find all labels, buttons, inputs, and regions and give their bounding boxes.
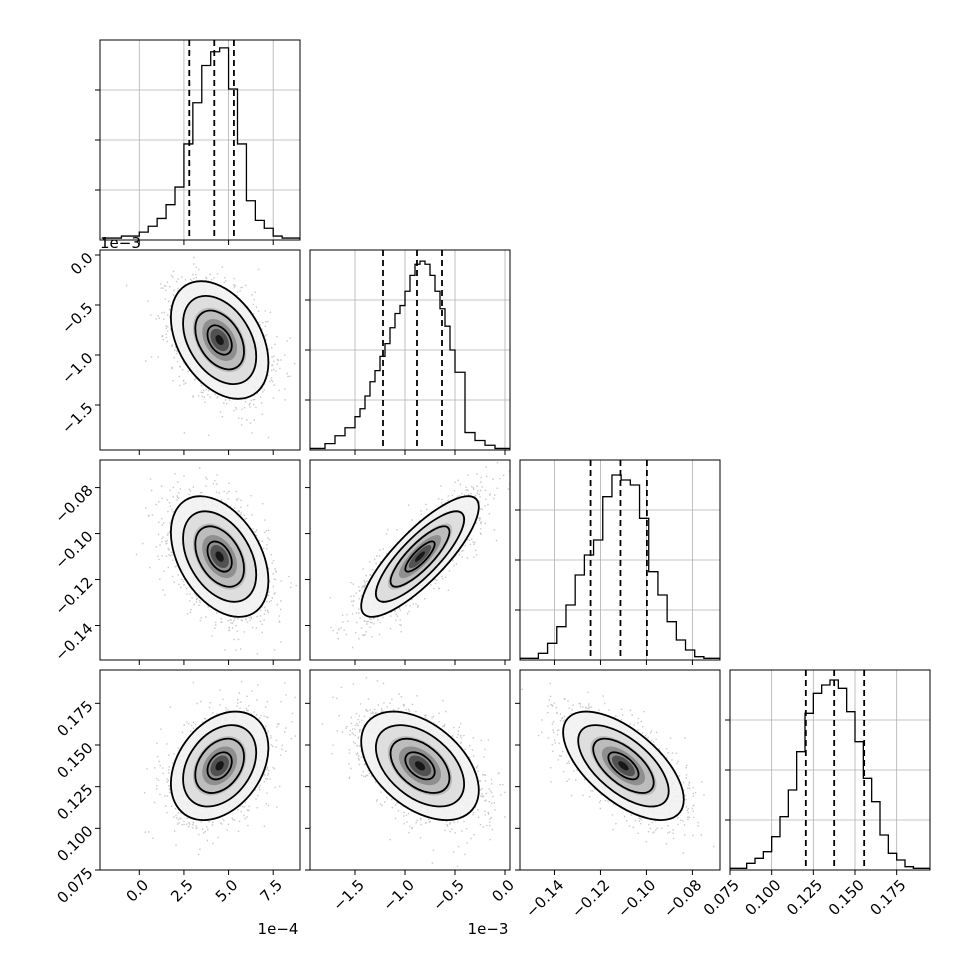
scatter-content [321, 677, 506, 868]
histogram-content-1 [310, 250, 510, 450]
y-tick-label: 0.175 [53, 697, 96, 740]
y-tick-label: −0.08 [51, 481, 96, 526]
contour-line [360, 495, 480, 618]
y-tick-label: −0.10 [51, 527, 96, 572]
contour-line [577, 724, 670, 808]
contour-line [194, 309, 245, 371]
x-tick-label: 2.5 [167, 876, 197, 906]
scatter-content [329, 461, 510, 649]
scatter-panel-3-1 [305, 669, 511, 875]
x-tick-label: 0.175 [866, 876, 909, 919]
scatter-content [135, 467, 297, 655]
histogram-panel-1 [305, 249, 511, 455]
histogram-content-3 [730, 670, 930, 870]
y-tick-label: −1.5 [58, 399, 96, 437]
x-tick-label: −0.08 [660, 876, 705, 921]
x-tick-label: −0.12 [568, 876, 613, 921]
axes-frame [99, 249, 301, 451]
density-level [414, 761, 426, 771]
y-tick-label: 0.0 [67, 249, 97, 279]
axes-frame [99, 459, 301, 661]
scatter-content [125, 256, 296, 439]
scatter-content [520, 679, 720, 854]
histogram-line [520, 474, 720, 660]
x-tick-label: 0.075 [700, 876, 743, 919]
x-tick-label: 7.5 [257, 876, 287, 906]
y-tick-label: −0.14 [51, 619, 96, 664]
axes-frame [519, 669, 721, 871]
contour-line [592, 737, 655, 794]
axes-frame [309, 669, 511, 871]
density-level [215, 761, 224, 771]
x-tick-label: 0.150 [825, 876, 868, 919]
axes-frame [309, 459, 511, 661]
contour-line [375, 724, 465, 808]
contour-line [562, 710, 685, 821]
x-tick-label: −0.10 [614, 876, 659, 921]
contour-line [404, 540, 436, 573]
x-tick-label: −0.5 [429, 876, 467, 914]
contour-line [182, 510, 258, 603]
y-tick-label: 0.075 [53, 864, 96, 907]
contour-line [194, 525, 245, 588]
contour-line [169, 495, 270, 618]
scatter-panel-2-0 [95, 459, 301, 665]
histogram-line [730, 679, 930, 870]
x-tick-label: −0.14 [522, 876, 567, 921]
contour-line [375, 510, 465, 603]
histogram-panel-3 [725, 669, 931, 875]
y-tick-label: −0.5 [58, 299, 96, 337]
scatter-panel-3-2 [515, 669, 721, 875]
contour-line [169, 280, 270, 400]
histogram-content-0 [100, 40, 300, 240]
y-tick-label: −0.12 [51, 573, 96, 618]
density-level [215, 551, 224, 562]
histogram-line [102, 47, 300, 240]
contour-line [389, 737, 451, 794]
density-level [414, 551, 426, 562]
x-tick-label: 5.0 [212, 876, 242, 906]
contour-line [360, 710, 480, 821]
axes-frame [99, 669, 301, 871]
histogram-content-2 [520, 460, 720, 660]
y-tick-label: 0.125 [53, 780, 96, 823]
x-tick-label: −1.5 [329, 876, 367, 914]
y-tick-label: 0.100 [53, 822, 96, 865]
contour-line [389, 525, 451, 588]
x-tick-label: 0.125 [783, 876, 826, 919]
contour-line [404, 751, 436, 781]
x-tick-label: 0.100 [741, 876, 784, 919]
x-offset-label: 1e−4 [258, 920, 299, 938]
histogram-panel-2 [515, 459, 721, 665]
contour-line [182, 724, 258, 808]
x-offset-label: 1e−3 [468, 920, 509, 938]
y-offset-label: 1e−3 [100, 234, 141, 252]
contour-line [206, 540, 233, 573]
scatter-content [144, 680, 297, 856]
scatter-panel-3-0 [95, 669, 301, 875]
contour-line [607, 751, 640, 781]
density-level [618, 761, 629, 771]
x-tick-label: 0.0 [123, 876, 153, 906]
density-level [215, 334, 224, 346]
contour-line [169, 710, 270, 821]
x-tick-label: −1.0 [379, 876, 417, 914]
y-tick-label: −1.0 [58, 349, 96, 387]
x-tick-label: 0.0 [488, 876, 518, 906]
contour-line [206, 751, 233, 781]
contour-line [206, 324, 233, 356]
y-tick-label: 0.150 [53, 739, 96, 782]
scatter-panel-1-0 [95, 249, 301, 455]
contour-line [194, 737, 245, 794]
contour-line [182, 294, 258, 386]
scatter-panel-2-1 [305, 459, 511, 665]
histogram-line [310, 260, 510, 450]
histogram-panel-0 [95, 39, 301, 245]
